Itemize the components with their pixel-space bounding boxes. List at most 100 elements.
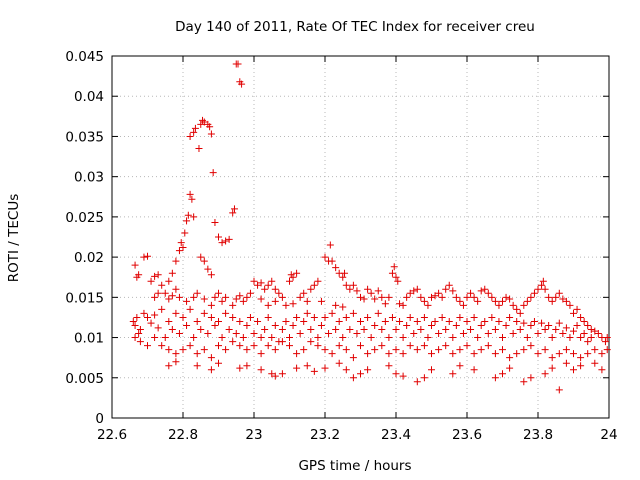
data-point [339, 303, 347, 311]
data-point [399, 372, 407, 380]
data-point [349, 374, 357, 382]
data-point [499, 370, 506, 378]
data-point [502, 321, 510, 329]
data-point [534, 350, 542, 358]
data-point [236, 342, 244, 350]
data-point [193, 362, 201, 370]
data-point [257, 334, 265, 342]
data-point [548, 334, 556, 342]
data-point [371, 321, 379, 329]
data-point [378, 326, 386, 334]
data-point [449, 370, 457, 378]
data-point [385, 334, 393, 342]
data-point [342, 346, 350, 354]
x-tick-label: 23.6 [452, 427, 482, 443]
data-point [286, 342, 293, 350]
data-point [438, 313, 446, 321]
data-point [577, 354, 585, 362]
data-point [177, 239, 185, 247]
data-point [499, 297, 506, 305]
data-point [317, 297, 325, 305]
data-point [186, 305, 194, 313]
data-point [222, 309, 230, 317]
data-point [459, 330, 467, 338]
data-point [328, 350, 336, 358]
data-point [321, 346, 329, 354]
y-tick-label: 0.005 [65, 371, 104, 387]
data-point [580, 330, 588, 338]
data-point [499, 346, 506, 354]
data-point [357, 342, 364, 350]
data-point [136, 326, 144, 334]
data-point [183, 297, 191, 305]
data-point [353, 330, 361, 338]
data-point [548, 354, 556, 362]
data-point [491, 374, 499, 382]
data-point [300, 346, 308, 354]
data-point [371, 346, 379, 354]
data-point [456, 362, 464, 370]
data-point [516, 326, 524, 334]
data-point [271, 321, 279, 329]
data-point [520, 378, 528, 386]
data-point [209, 169, 217, 177]
data-point [456, 313, 464, 321]
data-point [587, 334, 595, 342]
data-point [236, 364, 244, 372]
data-point [396, 317, 404, 325]
data-point [367, 334, 375, 342]
data-point [303, 297, 311, 305]
data-point [467, 326, 475, 334]
data-point [186, 342, 194, 350]
data-point [186, 190, 194, 198]
data-point [278, 370, 286, 378]
data-point [594, 330, 602, 338]
data-point [158, 342, 166, 350]
data-point [523, 297, 531, 305]
data-point [293, 350, 301, 358]
data-point [181, 229, 189, 237]
y-tick-label: 0.025 [65, 210, 104, 226]
data-point [243, 293, 251, 301]
data-point [413, 317, 421, 325]
data-point [438, 293, 446, 301]
data-point [243, 362, 251, 370]
data-point [229, 313, 237, 321]
x-tick-label: 22.6 [97, 427, 127, 443]
data-point [179, 346, 187, 354]
data-point [406, 342, 414, 350]
data-point [218, 297, 226, 305]
data-point [413, 285, 421, 293]
data-point [488, 293, 496, 301]
data-point [420, 342, 428, 350]
data-point [268, 334, 276, 342]
data-point [218, 334, 226, 342]
data-point [172, 350, 180, 358]
data-point [303, 309, 311, 317]
data-point [545, 293, 553, 301]
data-point [598, 350, 606, 358]
data-point [332, 264, 340, 272]
data-point [495, 317, 503, 325]
data-point [282, 317, 290, 325]
data-point [310, 281, 318, 289]
data-point [516, 309, 524, 317]
data-point [151, 311, 159, 319]
y-tick-label: 0 [95, 411, 104, 427]
data-point [326, 241, 334, 249]
data-point [477, 321, 485, 329]
data-points [129, 60, 611, 394]
data-point [207, 366, 215, 374]
data-point [513, 350, 521, 358]
data-point [509, 330, 517, 338]
data-point [545, 321, 553, 329]
data-point [204, 330, 212, 338]
data-point [463, 317, 471, 325]
data-point [197, 120, 205, 128]
data-point [199, 116, 207, 124]
data-point [403, 293, 411, 301]
x-tick-label: 22.8 [168, 427, 198, 443]
data-point [158, 281, 166, 289]
data-point [388, 269, 396, 277]
data-point [307, 285, 315, 293]
